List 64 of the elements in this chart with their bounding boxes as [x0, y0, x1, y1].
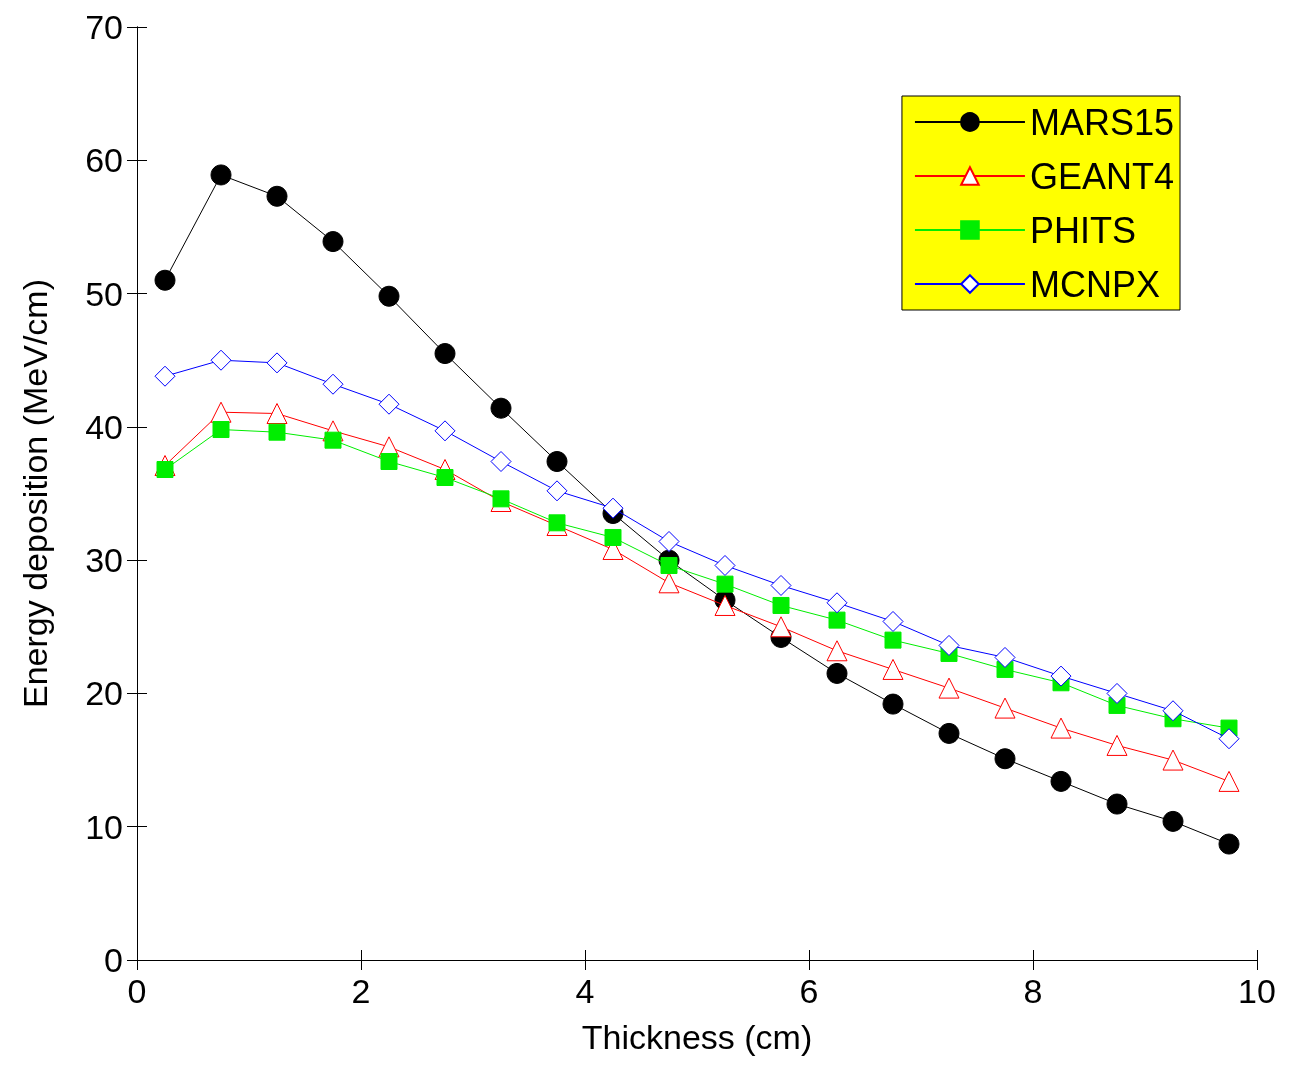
- point: [938, 677, 960, 699]
- point: [828, 611, 846, 629]
- point: [1050, 717, 1072, 739]
- x-tick-label: 10: [1238, 972, 1276, 1010]
- x-axis-title: Thickness (cm): [581, 1018, 813, 1056]
- y-tick-label: 40: [85, 407, 123, 446]
- point: [1050, 665, 1072, 687]
- point: [1106, 682, 1128, 704]
- point: [324, 431, 342, 449]
- point: [602, 497, 624, 519]
- point: [1106, 793, 1128, 815]
- y-tick-label: 70: [85, 8, 123, 46]
- point: [716, 575, 734, 593]
- point: [212, 421, 230, 439]
- point: [210, 164, 232, 186]
- point: [436, 469, 454, 487]
- point: [826, 640, 848, 662]
- y-axis-title: Energy deposition (MeV/cm): [16, 279, 54, 708]
- point: [660, 556, 678, 574]
- point: [884, 631, 902, 649]
- x-tick-label: 8: [1023, 972, 1043, 1010]
- point: [604, 528, 622, 546]
- point: [772, 596, 790, 614]
- x-tick-label: 6: [799, 972, 819, 1010]
- point: [1162, 749, 1184, 771]
- point: [1218, 728, 1240, 750]
- y-tick-label: 30: [85, 541, 123, 580]
- point: [994, 646, 1016, 668]
- point: [156, 461, 174, 479]
- point: [1162, 810, 1184, 832]
- point: [826, 662, 848, 684]
- point: [994, 748, 1016, 770]
- legend-label: GEANT4: [1029, 155, 1174, 197]
- y-tick-label: 50: [85, 274, 123, 313]
- y-tick-label: 60: [85, 141, 123, 180]
- point: [268, 423, 286, 441]
- point: [994, 697, 1016, 719]
- point: [266, 185, 288, 207]
- point: [380, 453, 398, 471]
- point: [434, 343, 456, 365]
- point: [882, 693, 904, 715]
- point: [882, 658, 904, 680]
- legend-label: PHITS: [1029, 209, 1136, 251]
- legend-label: MARS15: [1029, 101, 1175, 143]
- point: [770, 616, 792, 638]
- y-tick-label: 20: [85, 674, 123, 713]
- point: [938, 634, 960, 656]
- point: [714, 594, 736, 616]
- point: [490, 397, 512, 419]
- x-tick-label: 2: [351, 972, 371, 1010]
- point: [546, 451, 568, 473]
- y-tick-label: 10: [85, 807, 123, 846]
- point: [378, 285, 400, 307]
- point: [1106, 734, 1128, 756]
- y-tick-label: 0: [104, 941, 123, 979]
- x-tick-label: 4: [575, 972, 595, 1010]
- point: [154, 269, 176, 291]
- x-tick-label: 0: [127, 972, 147, 1010]
- point: [938, 722, 960, 744]
- legend-label: MCNPX: [1029, 263, 1160, 305]
- point: [1050, 770, 1072, 792]
- point: [1218, 833, 1240, 855]
- point: [322, 231, 344, 253]
- point: [1162, 700, 1184, 722]
